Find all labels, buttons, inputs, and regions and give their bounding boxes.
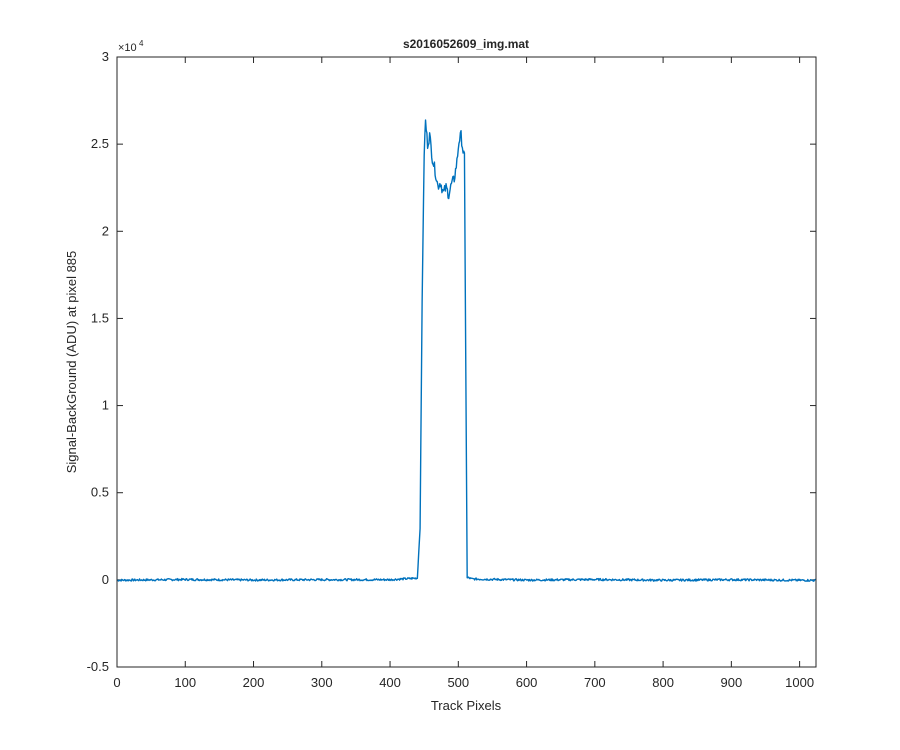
x-tick-label: 500 [447,675,469,690]
x-tick-label: 600 [516,675,538,690]
x-tick-label: 300 [311,675,333,690]
y-exponent-base: ×10 [118,42,137,54]
y-axis-exponent: ×10 4 [118,39,144,54]
y-tick-label: 1.5 [91,310,109,325]
y-tick-label: 3 [102,49,109,64]
y-tick-label: -0.5 [87,659,109,674]
x-tick-label: 400 [379,675,401,690]
x-tick-label: 0 [113,675,120,690]
x-tick-label: 200 [243,675,265,690]
series-line [116,119,817,582]
y-tick-label: 0 [102,572,109,587]
y-exponent-power: 4 [139,39,144,48]
x-tick-label: 1000 [785,675,814,690]
x-tick-label: 900 [721,675,743,690]
x-tick-label: 100 [174,675,196,690]
y-axis-label: Signal-BackGround (ADU) at pixel 885 [64,251,79,474]
chart-title: s2016052609_img.mat [403,37,529,51]
y-tick-label: 2.5 [91,136,109,151]
y-tick-label: 0.5 [91,485,109,500]
y-tick-label: 2 [102,223,109,238]
axes-box [116,56,817,668]
y-tick-label: 1 [102,398,109,413]
x-tick-label: 800 [652,675,674,690]
series-layer [116,119,817,582]
x-axis-label: Track Pixels [431,698,502,713]
x-axis-ticks: 0 100 200 300 400 500 600 700 800 900 1000 [113,57,814,690]
y-axis-ticks: -0.5 0 0.5 1 1.5 2 2.5 3 [87,49,816,674]
x-tick-label: 700 [584,675,606,690]
